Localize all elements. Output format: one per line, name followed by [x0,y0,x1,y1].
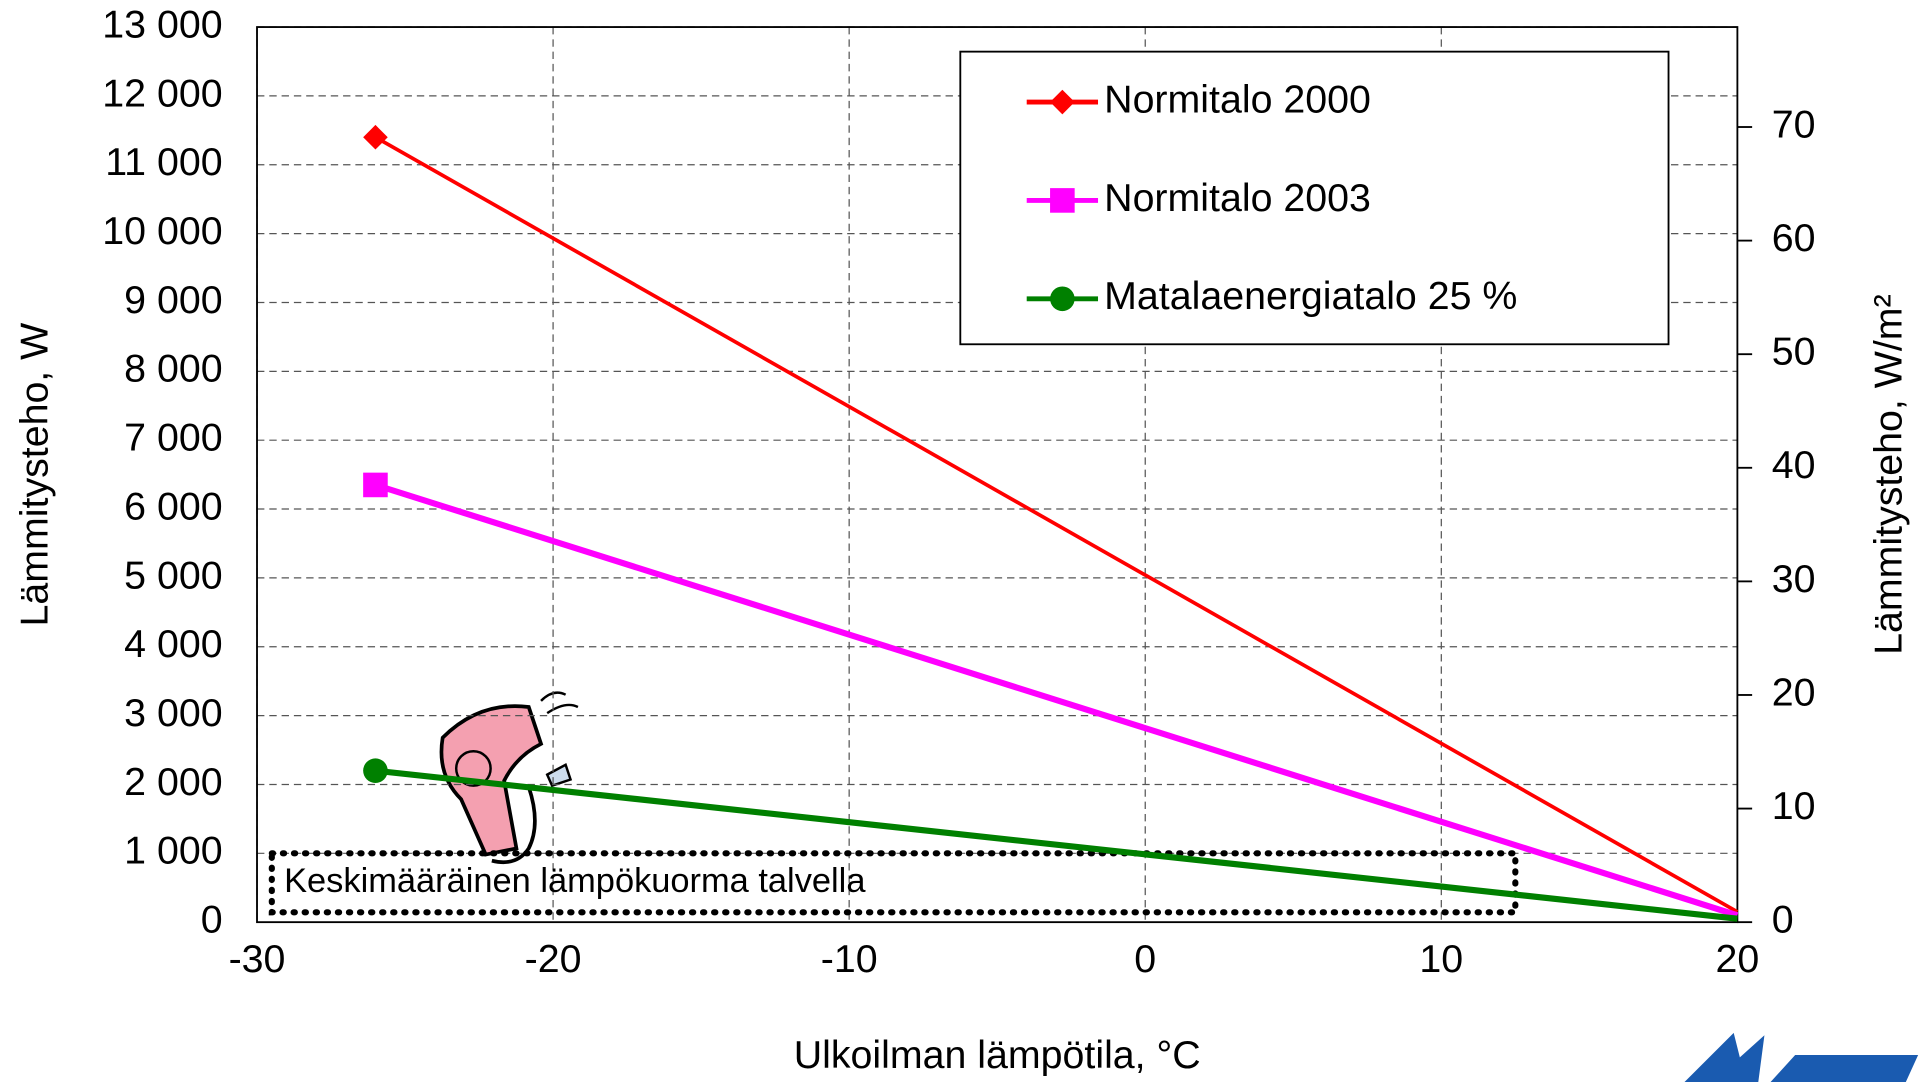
y-tick-label: 0 [201,898,223,942]
point-marker [363,124,388,150]
x-axis-title: Ulkoilman lämpötila, °C [794,1033,1201,1077]
x-tick-label: 10 [1419,937,1463,981]
y2-tick-label: 50 [1772,330,1816,374]
plot-border [256,26,1739,924]
legend-marker [1050,188,1075,213]
y2-axis-title: Lämmitysteho, W/m² [1866,294,1910,655]
y-tick-label: 3 000 [124,691,222,735]
y-tick-label: 5 000 [124,553,222,597]
y-axis-title: Lämmitysteho, W [12,323,56,627]
y2-tick-label: 30 [1772,557,1816,601]
y-tick-label: 7 000 [124,416,222,460]
point-marker [363,472,388,498]
y-tick-label: 8 000 [124,347,222,391]
y2-tick-label: 0 [1772,898,1794,942]
y-tick-label: 4 000 [124,622,222,666]
x-tick-label: -20 [525,937,582,981]
series-line [374,482,1739,919]
y2-tick-label: 60 [1772,216,1816,260]
legend-label: Matalaenergiatalo 25 % [1104,274,1517,318]
y2-tick-label: 40 [1772,443,1816,487]
y2-tick-label: 70 [1772,102,1816,146]
y2-tick-label: 10 [1772,784,1816,828]
x-tick-label: -30 [229,937,286,981]
y-tick-label: 13 000 [102,2,222,46]
y2-tick-label: 20 [1772,670,1816,714]
legend-marker [1050,286,1075,312]
point-marker [363,758,388,783]
logo [1684,1032,1919,1082]
legend-label: Normitalo 2003 [1104,176,1371,220]
x-tick-label: 20 [1716,937,1760,981]
legend-marker [1050,89,1075,115]
y-tick-label: 9 000 [124,278,222,322]
y-tick-label: 12 000 [102,71,222,115]
y-tick-label: 1 000 [124,829,222,873]
annotation-box [268,850,1519,916]
legend-label: Normitalo 2000 [1104,77,1371,121]
x-tick-label: -10 [821,937,878,981]
x-tick-label: 0 [1134,937,1156,981]
annotation-label: Keskimääräinen lämpökuorma talvella [284,862,866,900]
y-tick-label: 2 000 [124,760,222,804]
y-tick-label: 10 000 [102,209,222,253]
series-line [374,135,1739,914]
series-line [375,767,1738,922]
y-tick-label: 6 000 [124,484,222,528]
y-tick-label: 11 000 [105,140,222,184]
